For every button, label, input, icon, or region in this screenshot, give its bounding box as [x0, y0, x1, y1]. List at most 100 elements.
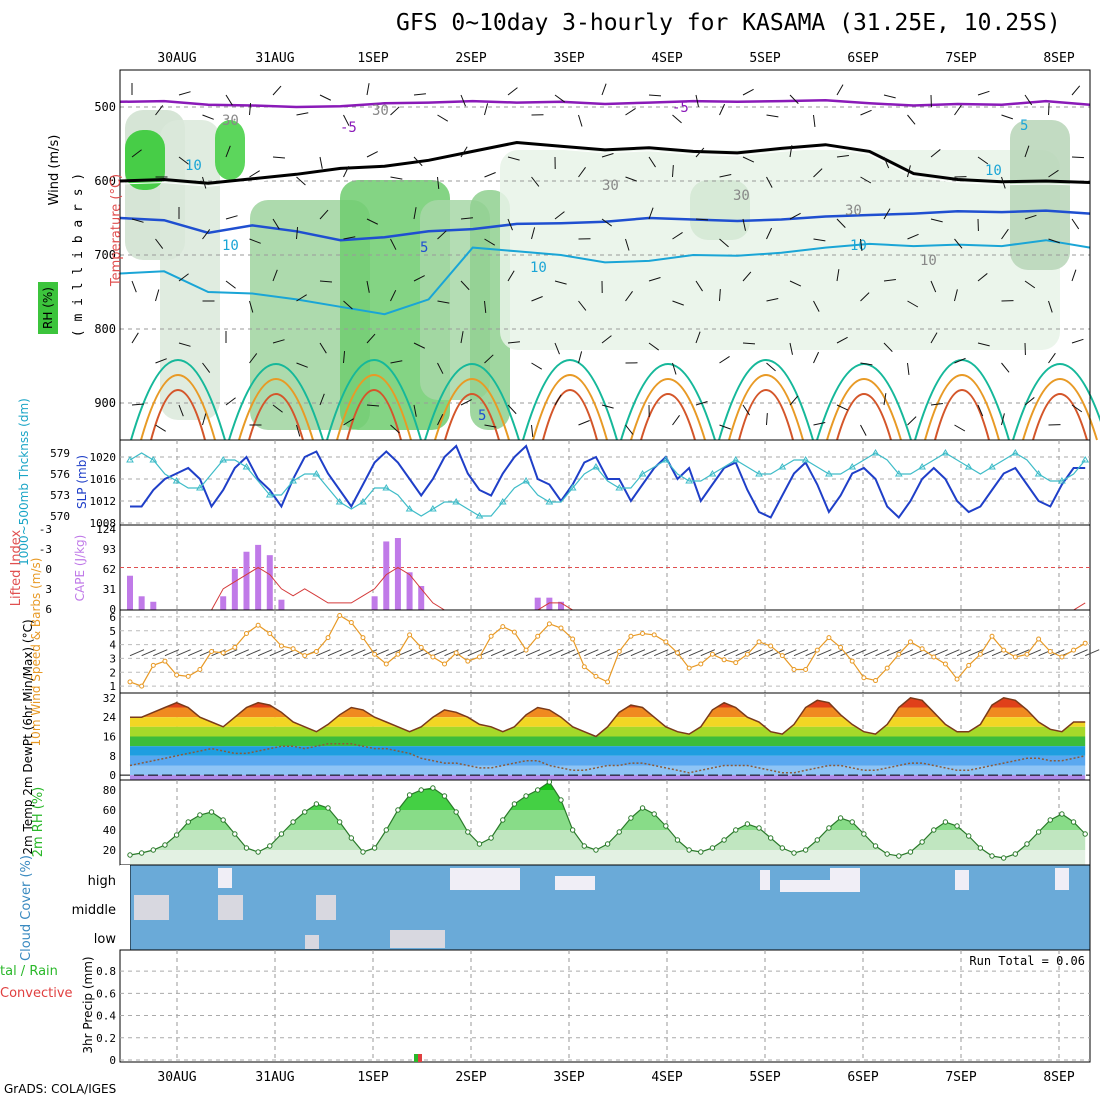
- wind-barb: [272, 339, 285, 344]
- surface-isotherm: [1012, 363, 1100, 441]
- wind-barb: [672, 300, 684, 306]
- contour-label: 10: [850, 238, 867, 254]
- date-label-bottom: 1SEP: [357, 1070, 388, 1085]
- rh-point: [243, 845, 250, 851]
- wind-barb: [343, 114, 350, 126]
- wind-barb: [390, 424, 400, 434]
- rh-point: [535, 787, 541, 793]
- wind-speed-point: [698, 661, 704, 667]
- wind-barb: [930, 218, 943, 223]
- thickness-tick: 570: [50, 510, 70, 523]
- wind-barb: [672, 232, 683, 240]
- wind-barb: [1001, 114, 1014, 120]
- wind-barb: [883, 279, 896, 282]
- wind-barb: [695, 218, 709, 221]
- thickness-marker: [405, 505, 414, 512]
- rh-point: [663, 823, 669, 829]
- rh-band: [130, 850, 1086, 865]
- wind-speed-point: [803, 666, 809, 672]
- rh-shading: [690, 180, 750, 240]
- wind-tick: 4: [109, 639, 116, 652]
- wind-speed-point: [302, 653, 308, 659]
- wind-barb: [131, 149, 142, 158]
- wind-speed-point: [942, 661, 948, 667]
- wind-barb-10m: [968, 649, 983, 657]
- surface-isotherm: [140, 374, 216, 441]
- cloud-block: [450, 868, 520, 890]
- wind-barb: [625, 424, 634, 435]
- rh-point: [1024, 841, 1030, 847]
- wind-speed-point: [674, 650, 680, 656]
- rh-point: [371, 845, 378, 851]
- wind-barb-10m: [176, 649, 191, 657]
- wind-speed-point: [1012, 654, 1018, 660]
- wind-speed-point: [476, 654, 482, 660]
- wind-barb: [507, 270, 515, 282]
- surface-isotherm: [836, 393, 892, 441]
- wind-speed-point: [523, 647, 529, 653]
- contour-label: 10: [985, 163, 1002, 179]
- wind-barb: [954, 357, 966, 364]
- wind-barb: [413, 275, 425, 282]
- wind-barb: [225, 397, 236, 406]
- thickness-marker: [941, 449, 950, 456]
- wind-barb: [977, 90, 990, 96]
- wind-speed-point: [511, 629, 517, 635]
- thickness-marker: [475, 512, 484, 519]
- temp-tick: 32: [103, 692, 116, 705]
- cloud-block: [218, 868, 232, 888]
- thickness-marker: [848, 463, 857, 470]
- rh-point: [977, 845, 984, 851]
- wind-barb-10m: [945, 649, 960, 657]
- rh-point: [931, 827, 937, 833]
- thickness-marker: [661, 456, 670, 463]
- rh-point: [628, 815, 634, 821]
- wind-barb: [742, 218, 746, 231]
- wind-speed-point: [127, 679, 133, 685]
- wind-barb: [601, 335, 612, 344]
- wind-barb: [155, 424, 166, 432]
- wind-barb-10m: [257, 649, 273, 657]
- wind-barb: [249, 170, 260, 178]
- wind-barb: [296, 112, 309, 116]
- wind-barb: [343, 300, 353, 310]
- cloud-block: [390, 930, 445, 948]
- rh-point: [511, 801, 518, 807]
- wind-barb-10m: [619, 649, 634, 657]
- rh-point: [907, 849, 914, 855]
- wind-barb: [907, 114, 916, 125]
- wind-barb: [813, 300, 820, 312]
- wind-barb: [789, 342, 793, 355]
- rh-point: [651, 811, 657, 817]
- wind-barb-10m: [572, 649, 587, 657]
- wind-barb: [977, 156, 989, 165]
- rh-point: [791, 850, 797, 856]
- cape-tick: 93: [103, 543, 116, 556]
- thickness-marker: [335, 498, 344, 505]
- isotherm-minus5: [119, 99, 1091, 109]
- wind-barb: [460, 146, 468, 158]
- wind-barb: [789, 395, 799, 406]
- date-label-top: 7SEP: [945, 51, 976, 66]
- wind-barb-10m: [642, 649, 657, 657]
- wind-barb: [578, 351, 583, 364]
- y-tick-label: 900: [94, 396, 116, 410]
- wind-barb: [554, 94, 566, 103]
- date-label-bottom: 4SEP: [651, 1070, 682, 1085]
- date-label-bottom: 30AUG: [157, 1070, 196, 1085]
- wind-barb-10m: [246, 649, 261, 657]
- wind-barb-10m: [852, 649, 867, 657]
- wind-barb-10m: [362, 649, 378, 657]
- wind-barb: [977, 404, 984, 417]
- wind-barb: [954, 238, 963, 249]
- wind-barb: [1071, 269, 1077, 282]
- rh-point: [278, 831, 285, 837]
- wind-barb-10m: [584, 649, 599, 657]
- wind-barb: [813, 351, 820, 364]
- wind-speed-point: [581, 664, 587, 670]
- wind-barb: [1048, 102, 1050, 116]
- rh-point: [884, 851, 890, 857]
- wind-barb: [648, 156, 656, 168]
- wind-speed-point: [174, 672, 180, 678]
- wind-speed-point: [768, 643, 774, 649]
